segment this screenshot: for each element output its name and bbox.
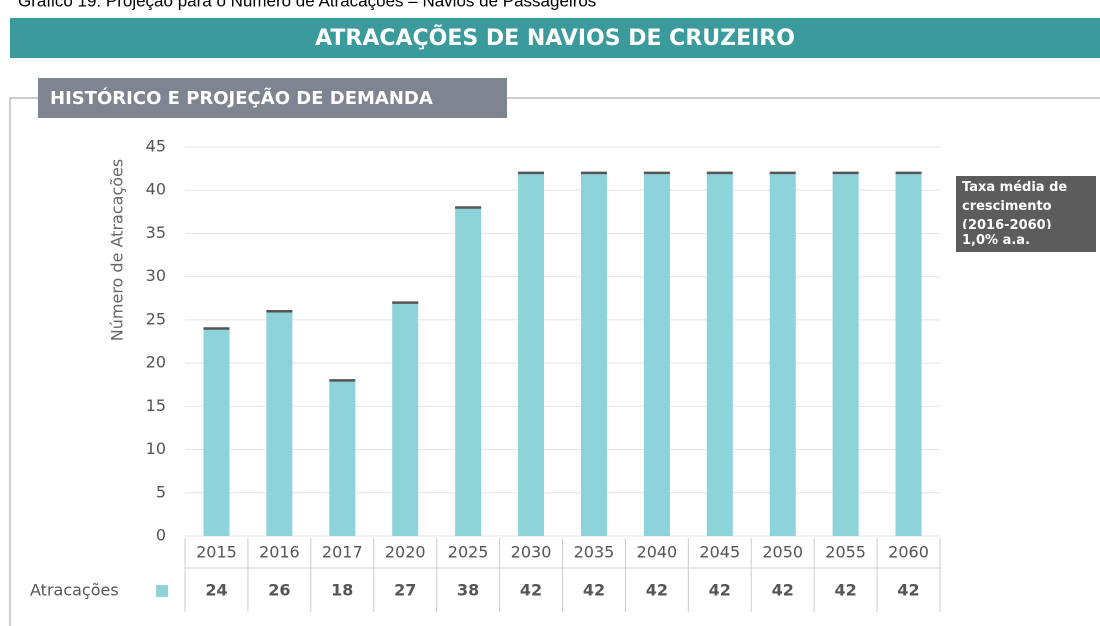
y-tick-label: 0: [156, 526, 166, 545]
caption: Gráfico 19: Projeção para o Número de At…: [18, 0, 596, 10]
bar: [203, 328, 230, 536]
x-tick-label: 2030: [511, 543, 552, 562]
table-value: 42: [834, 581, 856, 600]
x-tick-label: 2060: [888, 543, 929, 562]
bar: [392, 302, 419, 536]
table-value: 42: [583, 581, 605, 600]
legend-label: Atracações: [30, 581, 119, 600]
x-tick-label: 2050: [762, 543, 803, 562]
table-value: 42: [897, 581, 919, 600]
bar: [455, 207, 482, 536]
bar: [518, 172, 545, 536]
table-value: 42: [772, 581, 794, 600]
x-tick-label: 2025: [448, 543, 489, 562]
x-tick-label: 2017: [322, 543, 363, 562]
x-tick-label: 2040: [637, 543, 678, 562]
frame: [9, 97, 1100, 626]
bar: [706, 172, 733, 536]
bar: [329, 380, 356, 536]
subtitle-box: [38, 78, 507, 118]
bar: [643, 172, 670, 536]
table-value: 24: [205, 581, 227, 600]
x-tick-label: 2020: [385, 543, 426, 562]
table-value: 42: [646, 581, 668, 600]
y-tick-label: 25: [146, 309, 166, 328]
y-tick-label: 35: [146, 223, 166, 242]
x-tick-label: 2055: [825, 543, 866, 562]
legend-swatch: [156, 585, 168, 597]
note: Taxa média de crescimento (2016-2060): [956, 176, 1096, 237]
y-tick-label: 45: [146, 137, 166, 156]
table-value: 27: [394, 581, 416, 600]
y-tick-label: 30: [146, 266, 166, 285]
y-tick-label: 40: [146, 180, 166, 199]
bar: [769, 172, 796, 536]
x-tick-label: 2045: [699, 543, 740, 562]
table-value: 42: [520, 581, 542, 600]
x-tick-label: 2016: [259, 543, 300, 562]
y-tick-label: 20: [146, 353, 166, 372]
x-tick-label: 2035: [574, 543, 615, 562]
bar: [580, 172, 607, 536]
subtitle: HISTÓRICO E PROJEÇÃO DE DEMANDA: [50, 86, 433, 109]
table-value: 42: [709, 581, 731, 600]
note: 1,0% a.a.: [956, 229, 1096, 252]
table-value: 26: [268, 581, 290, 600]
bar: [832, 172, 859, 536]
chart-title: ATRACAÇÕES DE NAVIOS DE CRUZEIRO: [315, 25, 795, 51]
table-value: 38: [457, 581, 479, 600]
bar: [895, 172, 922, 536]
y-axis-label: Número de Atracações: [108, 159, 127, 341]
y-tick-label: 5: [156, 482, 166, 501]
bar: [266, 311, 293, 536]
table-value: 18: [331, 581, 353, 600]
y-tick-label: 15: [146, 396, 166, 415]
x-tick-label: 2015: [196, 543, 237, 562]
title-banner: [10, 18, 1100, 58]
y-tick-label: 10: [146, 439, 166, 458]
